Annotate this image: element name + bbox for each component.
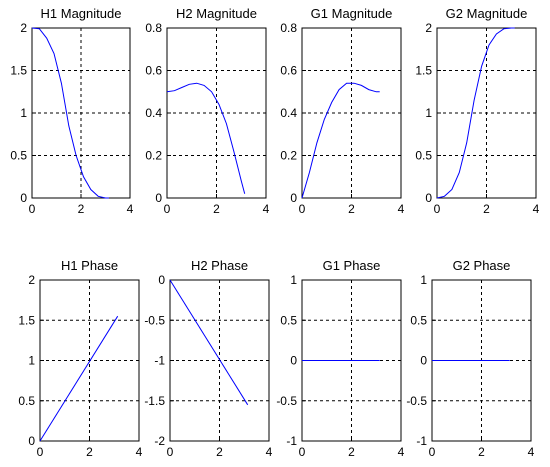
y-tick-label: 1.5 xyxy=(415,64,432,78)
subplot-title: G2 Phase xyxy=(453,258,511,273)
y-tick-label: 2 xyxy=(28,273,35,287)
x-tick-label: 4 xyxy=(127,202,134,216)
subplot-4: G2 Magnitude 0 2 4 0 0.5 1 1.5 2 xyxy=(415,6,539,216)
series-line xyxy=(301,82,380,199)
y-tick-label: 1 xyxy=(290,273,297,287)
series-line xyxy=(39,315,119,442)
x-tick-label: 0 xyxy=(429,445,436,459)
x-tick-label: 4 xyxy=(266,445,273,459)
y-tick-label: 0.5 xyxy=(10,149,27,163)
x-tick-label: 4 xyxy=(263,202,270,216)
subplot-title: H2 Phase xyxy=(191,258,248,273)
y-tick-label: -1.5 xyxy=(144,394,165,408)
x-tick-label: 2 xyxy=(216,445,223,459)
x-tick-label: 2 xyxy=(86,445,93,459)
subplot-1: H1 Magnitude 0 2 4 0 0.5 1 1.5 2 xyxy=(10,6,133,216)
y-tick-label: 2 xyxy=(20,21,27,35)
subplot-8: G2 Phase 0 2 4 -1 -0.5 0 0.5 1 xyxy=(406,258,534,459)
subplot-title: H2 Magnitude xyxy=(176,6,257,21)
y-tick-label: 0 xyxy=(290,191,297,205)
x-tick-label: 0 xyxy=(299,445,306,459)
y-tick-label: 1.5 xyxy=(18,313,35,327)
y-tick-label: 0.6 xyxy=(145,64,162,78)
subplot-5: H1 Phase 0 2 4 0 0.5 1 1.5 2 xyxy=(18,258,142,459)
y-tick-label: 0.6 xyxy=(280,64,297,78)
y-tick-label: 0.5 xyxy=(280,313,297,327)
y-tick-label: 0 xyxy=(158,273,165,287)
y-tick-label: 2 xyxy=(425,21,432,35)
series-line xyxy=(31,27,109,199)
subplot-3: G1 Magnitude 0 2 4 0 0.2 0.4 0.6 0.8 xyxy=(280,6,404,216)
x-tick-label: 2 xyxy=(483,202,490,216)
y-tick-label: 0 xyxy=(20,191,27,205)
y-tick-label: -0.5 xyxy=(406,394,427,408)
x-tick-label: 2 xyxy=(478,445,485,459)
x-tick-label: 0 xyxy=(29,202,36,216)
x-tick-label: 4 xyxy=(398,202,405,216)
y-tick-label: 0 xyxy=(290,354,297,368)
subplot-title: G1 Magnitude xyxy=(311,6,393,21)
x-tick-label: 4 xyxy=(528,445,535,459)
y-tick-label: -0.5 xyxy=(144,313,165,327)
subplot-title: G1 Phase xyxy=(323,258,381,273)
y-tick-label: -1 xyxy=(416,434,427,448)
y-tick-label: 0.5 xyxy=(415,149,432,163)
y-tick-label: -1 xyxy=(286,434,297,448)
x-tick-label: 0 xyxy=(299,202,306,216)
x-tick-label: 0 xyxy=(434,202,441,216)
x-tick-label: 4 xyxy=(136,445,143,459)
subplot-title: G2 Magnitude xyxy=(446,6,528,21)
y-tick-label: 0.2 xyxy=(280,149,297,163)
subplot-6: H2 Phase 0 2 4 -2 -1.5 -1 -0.5 0 xyxy=(144,258,272,459)
series-line xyxy=(169,279,249,406)
y-tick-label: 0.8 xyxy=(145,21,162,35)
y-tick-label: 1 xyxy=(28,354,35,368)
subplot-2: H2 Magnitude 0 2 4 0 0.2 0.4 0.6 0.8 xyxy=(145,6,269,216)
y-tick-label: 0.2 xyxy=(145,149,162,163)
x-tick-label: 2 xyxy=(213,202,220,216)
y-tick-label: 0 xyxy=(28,434,35,448)
y-tick-label: 1.5 xyxy=(10,64,27,78)
x-tick-label: 4 xyxy=(533,202,540,216)
subplot-7: G1 Phase 0 2 4 -1 -0.5 0 0.5 1 xyxy=(276,258,404,459)
x-tick-label: 0 xyxy=(164,202,171,216)
x-tick-label: 4 xyxy=(398,445,405,459)
series-line xyxy=(166,82,246,194)
y-tick-label: 0 xyxy=(420,354,427,368)
y-tick-label: -1 xyxy=(154,354,165,368)
y-tick-label: 0.5 xyxy=(410,313,427,327)
x-tick-label: 2 xyxy=(348,202,355,216)
x-tick-label: 0 xyxy=(167,445,174,459)
y-tick-label: 0.4 xyxy=(280,106,297,120)
y-tick-label: 1 xyxy=(420,273,427,287)
y-tick-label: 1 xyxy=(20,106,27,120)
subplot-title: H1 Phase xyxy=(61,258,118,273)
y-tick-label: -0.5 xyxy=(276,394,297,408)
x-tick-label: 2 xyxy=(348,445,355,459)
x-tick-label: 0 xyxy=(37,445,44,459)
series-line xyxy=(436,27,515,199)
x-tick-label: 2 xyxy=(78,202,85,216)
y-tick-label: 0 xyxy=(425,191,432,205)
y-tick-label: 0.8 xyxy=(280,21,297,35)
y-tick-label: 0.5 xyxy=(18,394,35,408)
y-tick-label: 1 xyxy=(425,106,432,120)
y-tick-label: -2 xyxy=(154,434,165,448)
subplot-title: H1 Magnitude xyxy=(41,6,122,21)
y-tick-label: 0 xyxy=(155,191,162,205)
y-tick-label: 0.4 xyxy=(145,106,162,120)
